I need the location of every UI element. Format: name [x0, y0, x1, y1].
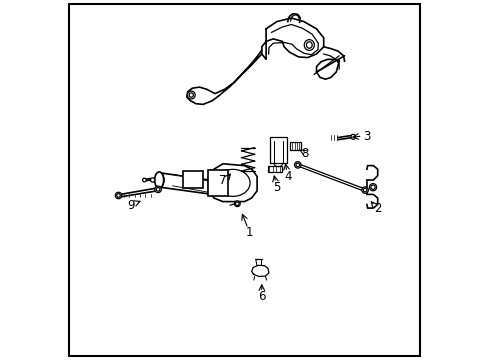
Ellipse shape [154, 172, 163, 188]
Ellipse shape [156, 172, 163, 188]
Bar [267, 166, 282, 172]
Text: 6: 6 [258, 291, 265, 303]
Text: 7: 7 [219, 174, 226, 186]
Bar [183, 171, 203, 188]
Bar [269, 137, 286, 163]
Ellipse shape [234, 201, 240, 207]
Ellipse shape [350, 134, 355, 139]
Ellipse shape [361, 187, 367, 193]
Ellipse shape [294, 162, 301, 168]
Ellipse shape [155, 186, 161, 193]
Ellipse shape [142, 178, 146, 182]
Ellipse shape [304, 40, 314, 50]
Text: 2: 2 [373, 202, 381, 215]
Polygon shape [208, 164, 257, 202]
Ellipse shape [215, 169, 249, 197]
Text: 8: 8 [301, 147, 308, 159]
Bar [289, 142, 301, 150]
Text: 3: 3 [363, 130, 370, 143]
Ellipse shape [368, 184, 376, 191]
Bar [208, 170, 228, 196]
Ellipse shape [187, 91, 195, 99]
Ellipse shape [115, 192, 122, 199]
Text: 1: 1 [245, 226, 253, 239]
Text: 4: 4 [284, 170, 291, 183]
Text: 5: 5 [273, 181, 280, 194]
Text: 9: 9 [127, 199, 135, 212]
Ellipse shape [150, 178, 155, 182]
